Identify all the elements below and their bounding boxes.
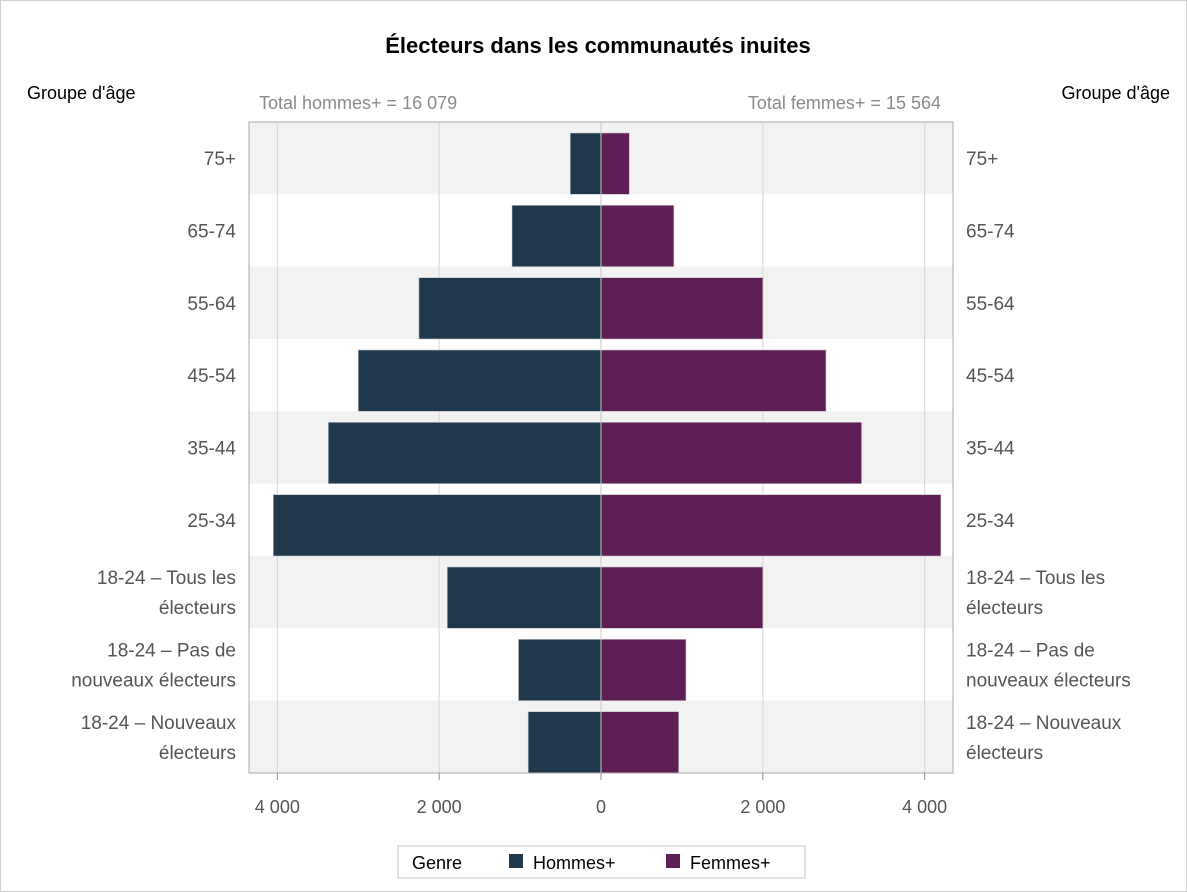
right-axis-header: Groupe d'âge bbox=[1061, 83, 1170, 103]
category-label-left: électeurs bbox=[159, 743, 236, 764]
bar-hommes bbox=[418, 277, 602, 340]
legend-swatch bbox=[509, 854, 523, 868]
bar-hommes bbox=[357, 349, 602, 412]
bar-femmes bbox=[600, 349, 827, 412]
legend-title: Genre bbox=[412, 853, 462, 873]
category-label-right: 18-24 – Tous les bbox=[966, 568, 1105, 589]
category-label-left: 55-64 bbox=[187, 294, 236, 315]
category-label-left: 18-24 – Nouveaux bbox=[81, 713, 237, 734]
bar-hommes bbox=[527, 711, 602, 774]
category-label-left: 65-74 bbox=[187, 222, 236, 243]
total-women-label: Total femmes+ = 15 564 bbox=[748, 93, 941, 113]
bar-femmes bbox=[600, 205, 675, 267]
category-label-right: 18-24 – Pas de bbox=[966, 641, 1095, 662]
chart-title: Électeurs dans les communautés inuites bbox=[385, 33, 810, 58]
category-label-right: nouveaux électeurs bbox=[966, 671, 1131, 692]
category-label-right: 75+ bbox=[966, 149, 998, 170]
category-label-left: 18-24 – Pas de bbox=[107, 641, 236, 662]
x-axis-ticks: 4 000 2 000 0 2 000 4 000 bbox=[255, 773, 947, 817]
bar-femmes bbox=[600, 639, 687, 701]
legend: Genre Hommes+ Femmes+ bbox=[397, 845, 806, 879]
bar-hommes bbox=[511, 205, 602, 267]
category-label-left: 75+ bbox=[204, 149, 236, 170]
category-label-left: nouveaux électeurs bbox=[71, 671, 236, 692]
bar-hommes bbox=[569, 132, 602, 195]
bar-femmes bbox=[600, 494, 942, 557]
legend-item-label: Hommes+ bbox=[533, 853, 616, 873]
category-label-right: 35-44 bbox=[966, 439, 1015, 460]
category-label-left: électeurs bbox=[159, 598, 236, 619]
left-axis-header: Groupe d'âge bbox=[27, 83, 136, 103]
legend-box bbox=[397, 845, 806, 879]
category-label-right: 45-54 bbox=[966, 366, 1015, 387]
bar-femmes bbox=[600, 132, 630, 195]
bars bbox=[272, 132, 942, 774]
category-label-right: électeurs bbox=[966, 598, 1043, 619]
category-labels: 75+ 65-74 55-64 45-54 35-44 25-34 18-24 – Tous… bbox=[71, 149, 1131, 764]
category-label-left: 25-34 bbox=[187, 511, 236, 532]
bar-hommes bbox=[446, 566, 602, 629]
x-tick-label: 2 000 bbox=[417, 797, 462, 817]
category-label-right: 25-34 bbox=[966, 511, 1015, 532]
category-label-left: 18-24 – Tous les bbox=[97, 568, 236, 589]
x-tick-label: 2 000 bbox=[740, 797, 785, 817]
legend-item-label: Femmes+ bbox=[690, 853, 771, 873]
category-label-right: 55-64 bbox=[966, 294, 1015, 315]
bar-hommes bbox=[328, 422, 602, 484]
bar-hommes bbox=[518, 639, 602, 701]
category-label-right: électeurs bbox=[966, 743, 1043, 764]
category-label-right: 18-24 – Nouveaux bbox=[966, 713, 1122, 734]
bar-hommes bbox=[272, 494, 602, 557]
category-label-left: 35-44 bbox=[187, 439, 236, 460]
bar-femmes bbox=[600, 277, 764, 340]
total-men-label: Total hommes+ = 16 079 bbox=[259, 93, 457, 113]
x-tick-label: 4 000 bbox=[902, 797, 947, 817]
x-tick-label: 4 000 bbox=[255, 797, 300, 817]
legend-swatch bbox=[666, 854, 680, 868]
category-label-left: 45-54 bbox=[187, 366, 236, 387]
bar-femmes bbox=[600, 422, 862, 484]
bar-femmes bbox=[600, 566, 764, 629]
bar-femmes bbox=[600, 711, 679, 774]
x-tick-label: 0 bbox=[596, 797, 606, 817]
category-label-right: 65-74 bbox=[966, 222, 1015, 243]
